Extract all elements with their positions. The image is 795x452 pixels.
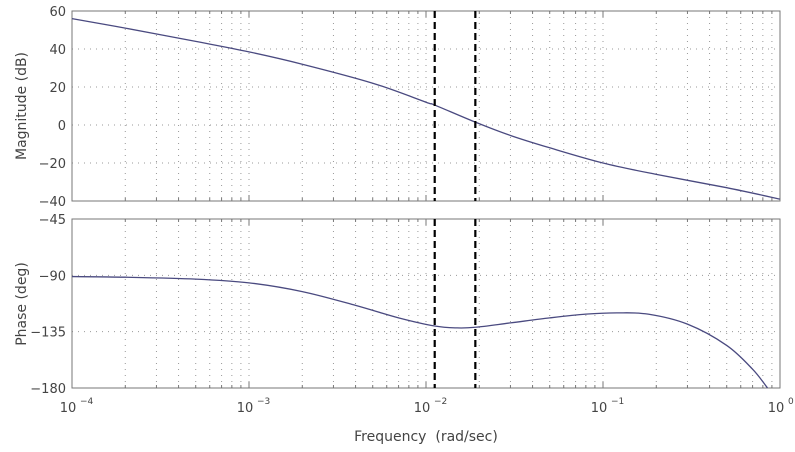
frequency-xlabel: Frequency (rad/sec)	[354, 429, 498, 445]
curves	[71, 11, 781, 389]
xtick-label: 10	[768, 401, 785, 416]
ytick-label: 40	[49, 43, 66, 58]
ytick-label: 20	[49, 81, 66, 96]
ytick-label: −20	[39, 157, 66, 172]
xtick-exponent: −2	[434, 397, 447, 407]
magnitude-ytick-labels: 60 40 20 0 −20 −40	[39, 5, 66, 210]
magnitude-curve	[71, 17, 781, 200]
magnitude-axes-frame	[71, 10, 781, 202]
xtick-exponent: 0	[788, 397, 794, 407]
phase-ytick-labels: −45 −90 −135 −180	[30, 213, 66, 397]
xtick-exponent: −3	[257, 397, 270, 407]
phase-curve	[71, 275, 769, 389]
xtick-label: 10	[591, 401, 608, 416]
ytick-label: −90	[39, 269, 66, 284]
ytick-label: −45	[39, 213, 66, 228]
ytick-label: −40	[39, 195, 66, 210]
phase-axes-frame	[71, 218, 781, 389]
ytick-label: −180	[30, 382, 66, 397]
xtick-label: 10	[60, 401, 77, 416]
ytick-label: 60	[49, 5, 66, 20]
phase-grid	[72, 219, 780, 388]
magnitude-grid	[72, 11, 780, 201]
magnitude-ylabel: Magnitude (dB)	[14, 52, 30, 160]
frequency-xtick-labels: 10 −4 10 −3 10 −2 10 −1 10 0	[60, 397, 794, 416]
xtick-label: 10	[414, 401, 431, 416]
xtick-label: 10	[237, 401, 254, 416]
xtick-exponent: −1	[611, 397, 624, 407]
xtick-exponent: −4	[80, 397, 94, 407]
ytick-label: −135	[30, 326, 66, 341]
phase-ylabel: Phase (deg)	[14, 262, 30, 346]
ytick-label: 0	[58, 119, 66, 134]
